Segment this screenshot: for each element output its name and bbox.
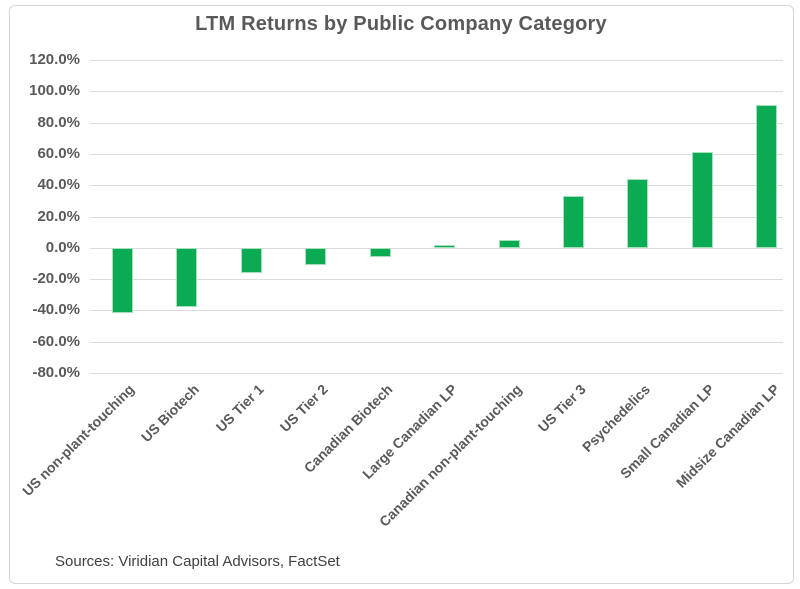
bar-us-tier-2 — [305, 247, 327, 265]
chart-frame-border — [9, 5, 794, 584]
gridline-20-0 — [90, 216, 783, 218]
chart-title: LTM Returns by Public Company Category — [195, 13, 607, 35]
gridline-40-0 — [90, 185, 783, 187]
gridline-0-0 — [90, 247, 783, 249]
y-tick-label-120-0: 120.0% — [29, 51, 80, 68]
y-tick-label-60-0: -60.0% — [32, 332, 80, 350]
source-note: Sources: Viridian Capital Advisors, Fact… — [55, 553, 340, 570]
plot-area: US non-plant-touching US Biotech US Tier 1… — [20, 60, 799, 530]
y-tick-label-60-0: 60.0% — [37, 144, 80, 162]
bar-small-canadian-lp — [691, 152, 713, 248]
y-tick-label-100-0: 100.0% — [29, 82, 80, 100]
gridline-20-0 — [90, 279, 783, 281]
bar-large-canadian-lp — [434, 244, 455, 248]
gridline-40-0 — [90, 310, 783, 312]
bar-midsize-canadian-lp — [756, 105, 778, 248]
bar-canadian-non-plant-touching — [498, 240, 520, 248]
bar-psychedelics — [627, 178, 649, 248]
y-tick-label-40-0: -40.0% — [32, 301, 80, 319]
bar-us-non-plant-touching — [111, 247, 133, 314]
bar-canadian-biotech — [369, 247, 391, 258]
y-tick-label-80-0: -80.0% — [32, 364, 80, 381]
bar-us-biotech — [176, 247, 198, 308]
y-tick-label-20-0: 20.0% — [37, 207, 80, 225]
gridline-80-0 — [90, 373, 783, 374]
gridline-100-0 — [90, 91, 783, 93]
gridline-60-0 — [90, 341, 783, 343]
y-axis: 120.0% 100.0% 80.0% 60.0% 40.0% 20.0% 0.0% -20.… — [0, 52, 80, 381]
y-tick-label-80-0: 80.0% — [37, 113, 80, 131]
bar-us-tier-1 — [240, 247, 262, 273]
y-tick-label-20-0: -20.0% — [32, 270, 80, 288]
gridline-80-0 — [90, 122, 783, 124]
bar-us-tier-3 — [562, 196, 584, 248]
y-tick-label-40-0: 40.0% — [37, 176, 80, 194]
gridline-120-0 — [90, 60, 783, 61]
gridline-60-0 — [90, 153, 783, 155]
y-tick-label-0-0: 0.0% — [45, 238, 80, 256]
